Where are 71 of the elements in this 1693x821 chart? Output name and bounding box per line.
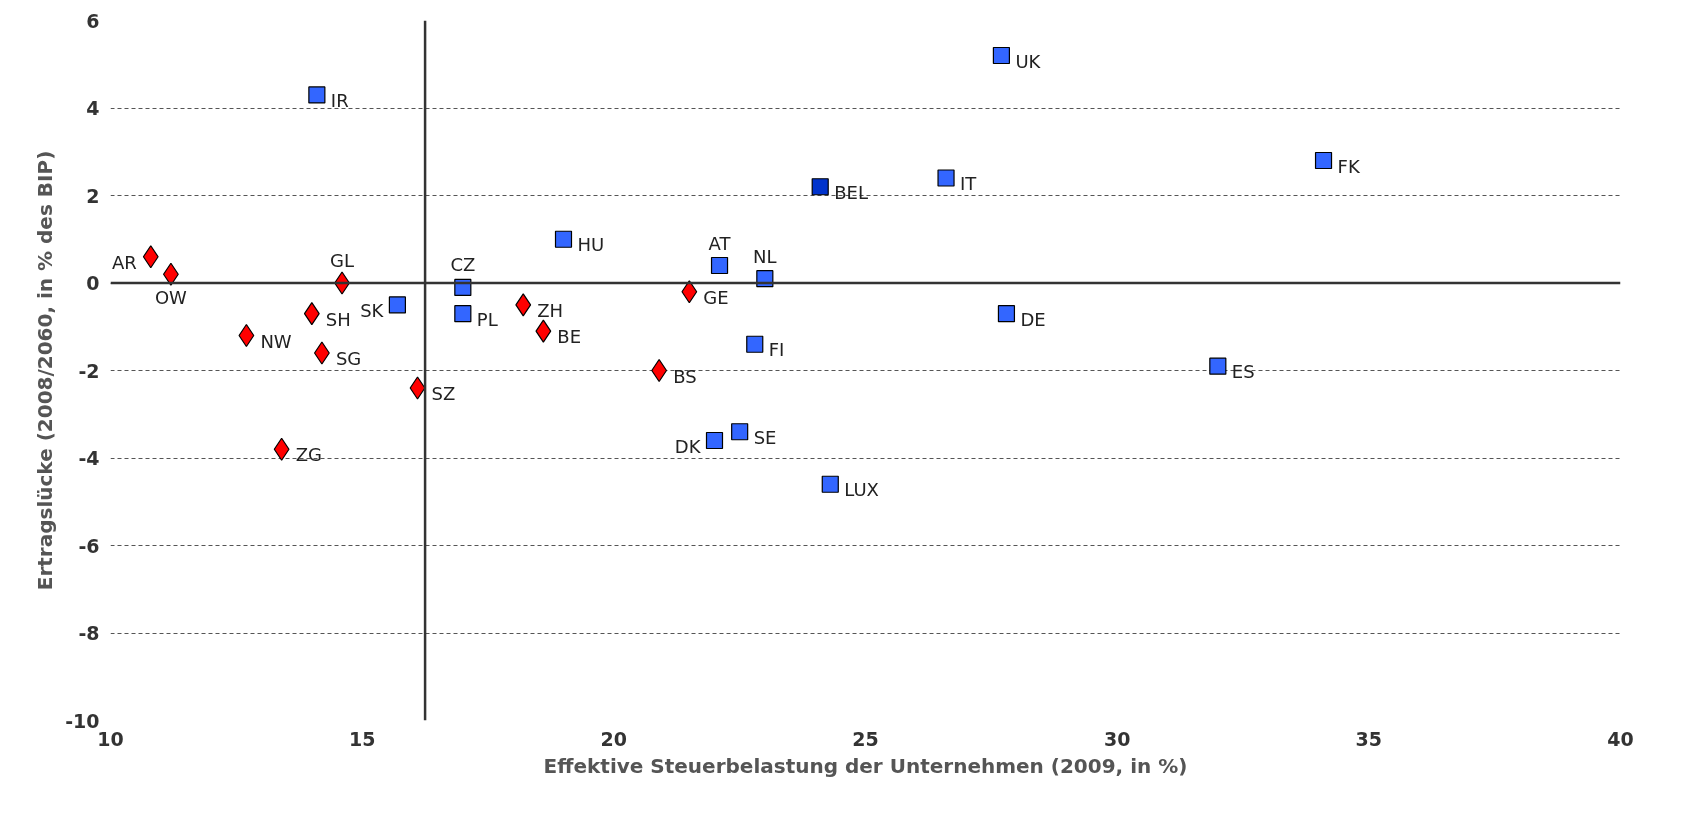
annotation: CZ <box>450 254 476 276</box>
y-tick-label: 2 <box>86 184 100 207</box>
y-tick-label: -4 <box>78 447 100 469</box>
point <box>303 302 320 326</box>
point <box>746 335 764 353</box>
x-tick-label: 35 <box>1355 727 1383 750</box>
annotation: IT <box>960 173 978 194</box>
x-tick-label: 20 <box>600 727 628 750</box>
annotation: FK <box>1337 155 1361 177</box>
annotation: IR <box>330 89 349 111</box>
x-axis-title: Effektive Steuerbelastung der Unternehmen (2009, in %) <box>543 753 1188 778</box>
annotation: AR <box>111 251 137 273</box>
annotation: ES <box>1231 361 1255 383</box>
point <box>992 46 1010 65</box>
annotation: HU <box>577 234 605 256</box>
point <box>162 262 179 286</box>
annotation: DK <box>674 435 702 457</box>
point <box>681 280 698 304</box>
y-tick-label: 6 <box>86 9 100 32</box>
point <box>515 293 532 317</box>
point <box>710 256 729 275</box>
annotation: SK <box>360 299 385 321</box>
x-tick-label: 10 <box>97 727 124 750</box>
y-axis-title: Ertragslücke (2008/2060, in % des BIP) <box>33 150 58 591</box>
point <box>313 341 330 365</box>
point <box>1209 357 1227 375</box>
y-tick-label: 4 <box>86 97 100 119</box>
annotation: BS <box>673 365 697 387</box>
annotation: NW <box>260 330 292 352</box>
annotation: SE <box>753 426 777 448</box>
annotation: AT <box>708 232 732 254</box>
annotation: SG <box>335 348 362 369</box>
point <box>409 376 426 400</box>
annotation: FI <box>768 339 785 361</box>
point <box>1314 151 1333 170</box>
annotation: PL <box>476 308 498 330</box>
annotation: UK <box>1015 50 1042 72</box>
annotation: ZG <box>295 444 322 466</box>
annotation: LUX <box>844 479 879 501</box>
y-tick-label: -10 <box>65 709 100 732</box>
y-tick-label: 0 <box>86 272 100 294</box>
annotation: BEL <box>834 181 868 203</box>
point <box>731 423 749 441</box>
point <box>454 305 472 323</box>
annotation: DE <box>1020 308 1046 330</box>
point <box>142 245 159 269</box>
annotation: OW <box>154 287 188 309</box>
annotation: NL <box>753 245 777 267</box>
point <box>937 169 955 187</box>
annotation: SH <box>325 308 351 330</box>
annotation: BE <box>557 326 582 348</box>
x-tick-label: 15 <box>348 727 376 750</box>
annotation: SZ <box>431 383 456 404</box>
y-tick-label: -8 <box>78 622 100 644</box>
point <box>308 86 326 104</box>
point <box>811 178 829 196</box>
y-tick-label: -2 <box>78 359 100 382</box>
x-tick-label: 30 <box>1103 727 1131 750</box>
y-tick-label: -6 <box>78 534 100 557</box>
annotation: GE <box>703 286 729 308</box>
point <box>821 475 839 493</box>
annotation: ZH <box>537 299 564 321</box>
point <box>535 319 552 343</box>
point <box>554 230 573 248</box>
point <box>997 305 1016 323</box>
point <box>388 296 406 314</box>
point <box>705 431 724 450</box>
point <box>273 437 290 461</box>
x-tick-label: 40 <box>1607 727 1634 750</box>
annotation: GL <box>330 250 355 271</box>
x-tick-label: 25 <box>852 727 879 750</box>
